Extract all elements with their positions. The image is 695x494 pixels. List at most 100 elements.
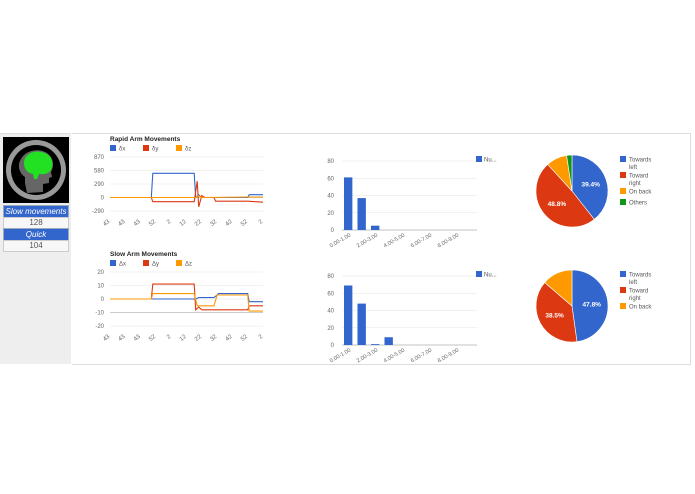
bar[interactable] (357, 303, 366, 345)
bar[interactable] (357, 198, 366, 230)
y-tick: 80 (327, 159, 334, 165)
x-tick: 43 (118, 219, 127, 228)
slice-label: 47.8% (583, 302, 602, 309)
slow-duration-bar-chart: 80 60 40 20 0 0.00-1.00 2.00-3.00 4.00-5.00 6.00… (312, 249, 512, 364)
x-tick: 52 (240, 334, 249, 343)
legend-swatch (110, 145, 116, 151)
legend-swatch (476, 271, 482, 277)
series-line (110, 194, 263, 199)
series-line (110, 283, 263, 311)
x-tick: 6.00-7.00 (410, 348, 433, 364)
legend-label[interactable]: δy (152, 147, 158, 153)
legend-swatch (176, 145, 182, 151)
legend-label[interactable]: Toward (629, 174, 648, 180)
legend-swatch (620, 271, 626, 277)
legend-label[interactable]: Δx (119, 262, 126, 268)
x-tick: 12 (179, 334, 188, 343)
x-tick: 43 (102, 219, 111, 228)
y-tick: 0 (331, 343, 335, 349)
legend-swatch (620, 199, 626, 205)
y-tick: 580 (94, 169, 105, 175)
chart-title: Rapid Arm Movements (110, 136, 181, 143)
x-tick: 2 (258, 219, 265, 226)
series-line (110, 181, 264, 207)
y-tick: 0 (101, 196, 105, 202)
x-tick: 32 (209, 219, 218, 228)
rapid-arm-movements-line-chart: Rapid Arm Movements δx δy δz 870 580 290 0 -290 4… (80, 134, 280, 249)
y-tick: 20 (97, 270, 104, 276)
legend-label[interactable]: On back (629, 305, 652, 311)
x-tick: 4.00-5.00 (383, 233, 406, 249)
legend-swatch (620, 188, 626, 194)
x-tick: 0.00-1.00 (329, 233, 352, 249)
y-tick: 0 (331, 228, 335, 234)
legend-label[interactable]: δx (119, 147, 125, 153)
rapid-direction-pie-chart: 39.4% 48.8% Towards left Toward right On back O… (527, 134, 687, 249)
bar[interactable] (371, 225, 380, 230)
pie-slice[interactable] (571, 154, 609, 220)
legend-label[interactable]: Others (629, 201, 647, 207)
pie-slice[interactable] (571, 269, 609, 342)
slice-label: 48.8% (548, 201, 567, 208)
legend-swatch (620, 287, 626, 293)
pie-slice[interactable] (535, 282, 578, 343)
x-tick: 12 (179, 219, 188, 228)
x-tick: 43 (133, 334, 142, 343)
slow-direction-pie-chart: 47.8% 38.5% Towards left Toward right On back (527, 249, 687, 364)
legend-label[interactable]: Toward (629, 289, 648, 295)
bar[interactable] (344, 177, 353, 230)
legend-label[interactable]: On back (629, 190, 652, 196)
x-tick: 22 (194, 219, 203, 228)
legend-swatch (110, 260, 116, 266)
legend-label[interactable]: left (629, 280, 637, 286)
x-tick: 6.00-7.00 (410, 233, 433, 249)
legend-label[interactable]: Nu... (484, 273, 497, 279)
x-tick: 43 (102, 334, 111, 343)
x-tick: 43 (133, 219, 142, 228)
pie-slice[interactable] (535, 164, 595, 228)
legend-label[interactable]: Towards (629, 273, 651, 279)
series-line (110, 172, 263, 199)
y-tick: 0 (101, 297, 105, 303)
bar[interactable] (344, 285, 353, 345)
x-tick: 32 (209, 334, 218, 343)
x-tick: 52 (148, 334, 157, 343)
x-tick: 8.00-9.00 (437, 348, 460, 364)
x-tick: 2 (166, 334, 173, 341)
y-tick: -10 (95, 311, 104, 317)
rapid-duration-bar-chart: 80 60 40 20 0 0.00-1.00 2.00-3.00 4.00-5.00 6.00… (312, 134, 512, 249)
y-tick: 870 (94, 155, 105, 161)
pie-slice[interactable] (566, 154, 573, 192)
x-tick: 52 (148, 219, 157, 228)
x-tick: 52 (240, 219, 249, 228)
legend-label[interactable]: Δz (185, 262, 192, 268)
legend-label[interactable]: δz (185, 147, 191, 153)
legend-swatch (620, 156, 626, 162)
legend-label[interactable]: right (629, 181, 641, 187)
pie-slice[interactable] (544, 269, 573, 307)
x-tick: 0.00-1.00 (329, 348, 352, 364)
legend-label[interactable]: right (629, 296, 641, 302)
legend-swatch (176, 260, 182, 266)
x-tick: 2 (258, 334, 265, 341)
y-tick: -290 (92, 209, 105, 215)
legend-label[interactable]: Towards (629, 158, 651, 164)
legend-label[interactable]: Δy (152, 262, 159, 268)
quick-movements-value: 104 (3, 240, 69, 252)
bar[interactable] (371, 344, 380, 345)
legend-swatch (143, 260, 149, 266)
y-tick: 40 (327, 194, 334, 200)
y-tick: 60 (327, 291, 334, 297)
legend-swatch (143, 145, 149, 151)
legend-label[interactable]: Nu... (484, 158, 497, 164)
x-tick: 22 (194, 334, 203, 343)
x-tick: 42 (225, 334, 234, 343)
bar[interactable] (384, 337, 393, 345)
legend-swatch (620, 303, 626, 309)
y-tick: -20 (95, 324, 104, 330)
x-tick: 42 (225, 219, 234, 228)
x-tick: 2.00-3.00 (356, 233, 379, 249)
x-tick: 2 (166, 219, 173, 226)
legend-label[interactable]: left (629, 165, 637, 171)
legend-swatch (476, 156, 482, 162)
